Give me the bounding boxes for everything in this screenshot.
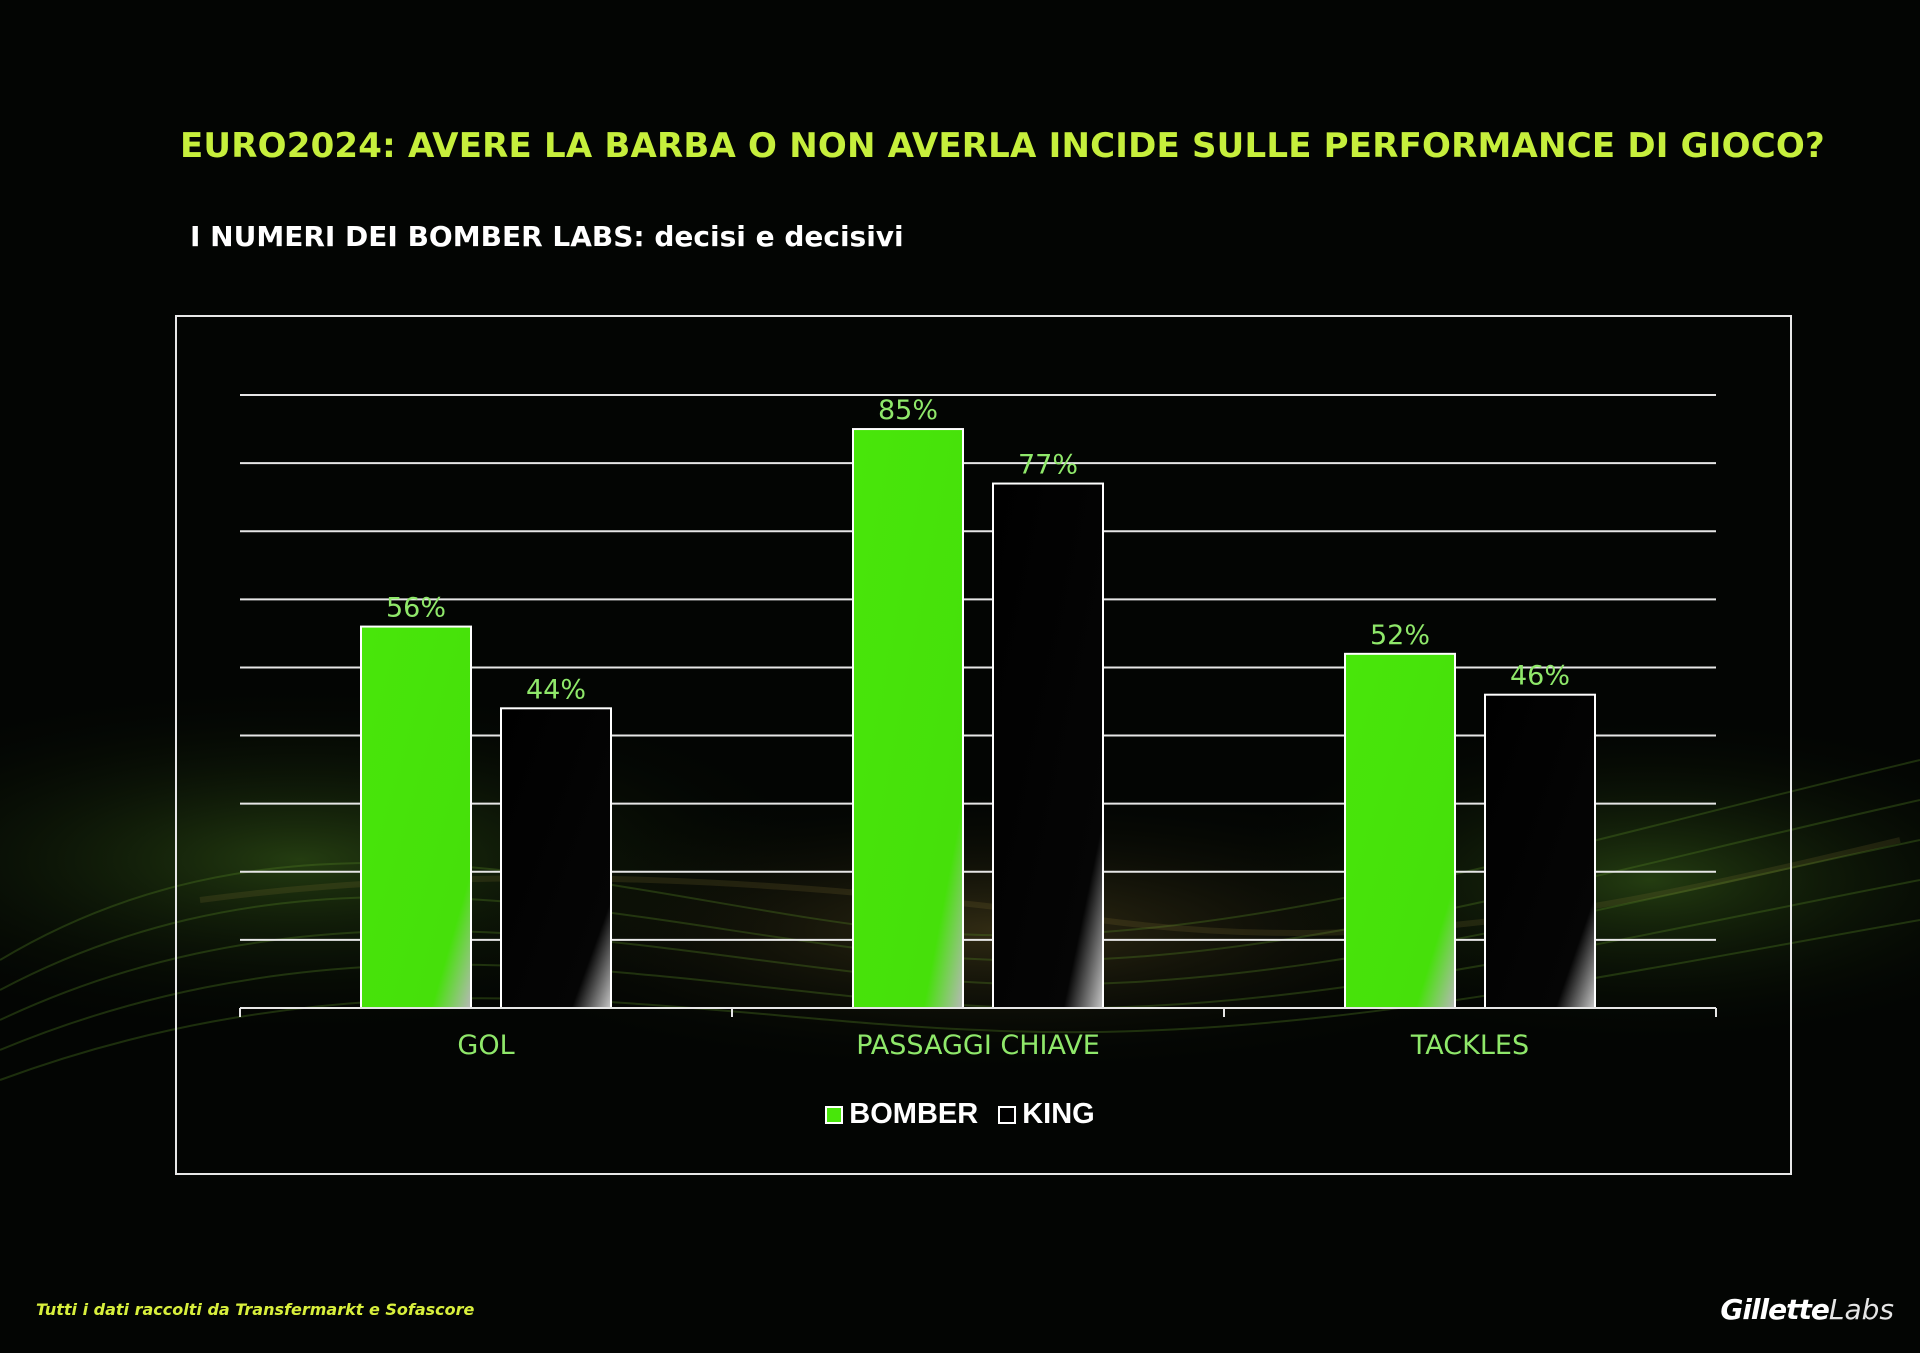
data-label: 56% bbox=[386, 593, 446, 624]
data-label: 46% bbox=[1510, 661, 1570, 692]
legend-swatch-bomber bbox=[825, 1105, 844, 1124]
page-title: EURO2024: AVERE LA BARBA O NON AVERLA IN… bbox=[180, 126, 1825, 166]
legend-label-bomber: BOMBER bbox=[849, 1098, 979, 1130]
legend-swatch-king bbox=[998, 1105, 1017, 1124]
data-label: 77% bbox=[1018, 450, 1078, 481]
bar-king-tackles bbox=[1484, 693, 1596, 1009]
data-label: 44% bbox=[526, 674, 586, 705]
logo-text-labs: Labs bbox=[1828, 1293, 1894, 1326]
legend-item-bomber: BOMBER bbox=[825, 1098, 978, 1131]
x-tick-label: PASSAGGI CHIAVE bbox=[856, 1030, 1100, 1061]
bar-king-passaggi-chiave bbox=[992, 482, 1104, 1009]
bar-bomber-passaggi-chiave bbox=[852, 428, 964, 1009]
x-tick-label: GOL bbox=[457, 1030, 514, 1061]
data-label: 52% bbox=[1370, 620, 1430, 651]
bar-bomber-tackles bbox=[1344, 652, 1456, 1009]
chart-legend: BOMBER KING bbox=[0, 1098, 1920, 1131]
bar-king-gol bbox=[500, 707, 612, 1009]
legend-label-king: KING bbox=[1022, 1098, 1095, 1130]
bar-bomber-gol bbox=[360, 625, 472, 1009]
chart-frame bbox=[175, 315, 1792, 1175]
data-label: 85% bbox=[878, 395, 938, 426]
legend-item-king: KING bbox=[998, 1098, 1095, 1131]
source-footnote: Tutti i dati raccolti da Transfermarkt e… bbox=[36, 1300, 475, 1319]
gillette-labs-logo: GilletteLabs bbox=[1720, 1293, 1894, 1326]
x-tick-label: TACKLES bbox=[1410, 1030, 1529, 1061]
page-subtitle: I NUMERI DEI BOMBER LABS: decisi e decis… bbox=[190, 220, 904, 253]
logo-text-gillette: Gillette bbox=[1720, 1293, 1830, 1326]
